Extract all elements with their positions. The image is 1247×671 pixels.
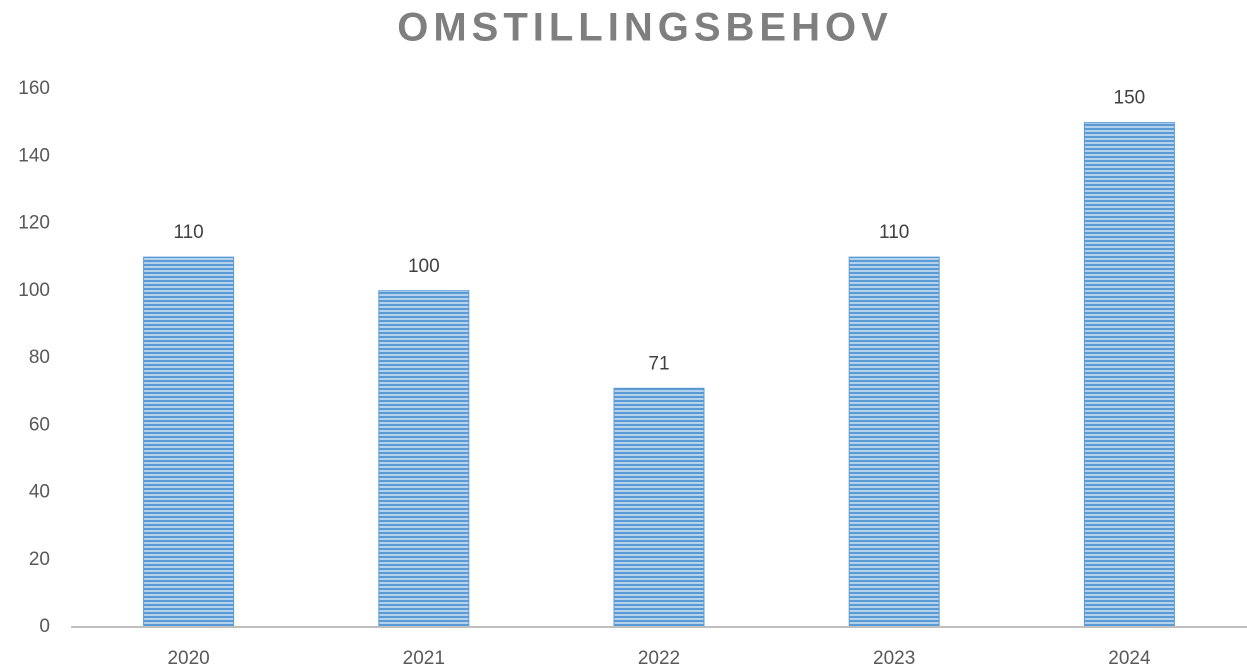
x-tick-label: 2021 [403,648,445,669]
y-tick-label: 140 [18,145,50,166]
y-tick-label: 80 [29,347,50,368]
y-tick-label: 40 [29,482,50,503]
value-label: 110 [173,222,203,243]
x-tick-label: 2020 [167,648,209,669]
y-tick-label: 0 [39,616,50,637]
bar [613,387,705,628]
y-tick-label: 120 [18,213,50,234]
value-label: 150 [1114,88,1146,109]
y-tick-label: 160 [18,78,50,99]
bar [848,256,940,628]
chart-title: OMSTILLINGSBEHOV [397,6,893,50]
value-label: 110 [879,222,909,243]
value-label: 100 [408,256,440,277]
bar [1083,122,1175,628]
y-tick-label: 100 [18,280,50,301]
y-tick-label: 20 [29,549,50,570]
x-tick-label: 2023 [873,648,915,669]
bar [143,256,235,628]
x-tick-label: 2024 [1108,648,1151,669]
value-label: 71 [648,353,669,374]
x-tick-label: 2022 [638,648,680,669]
y-tick-label: 60 [29,414,50,435]
bar [378,290,470,628]
